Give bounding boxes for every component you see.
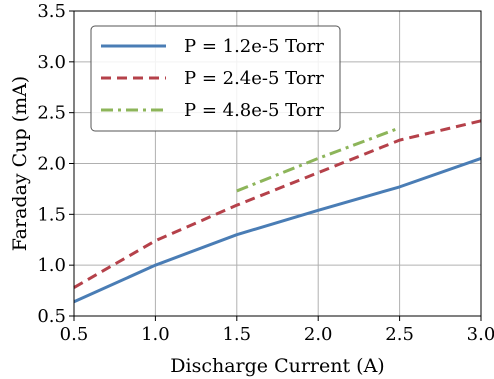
y-tick-label: 0.5: [37, 306, 66, 327]
x-tick-label: 3.0: [467, 324, 494, 345]
y-tick-label: 1.5: [37, 204, 66, 225]
y-axis-label: Faraday Cup (mA): [9, 76, 31, 251]
y-tick-label: 3.5: [37, 1, 66, 22]
y-tick-label: 3.0: [37, 52, 66, 73]
x-tick-label: 0.5: [60, 324, 89, 345]
legend-label: P = 2.4e-5 Torr: [184, 68, 324, 89]
series-line: [236, 126, 401, 193]
x-tick-label: 1.5: [222, 324, 251, 345]
y-tick-label: 2.5: [37, 103, 66, 124]
series-line: [73, 157, 482, 304]
series-line: [73, 119, 482, 289]
x-tick-label: 2.0: [304, 324, 333, 345]
legend-label: P = 4.8e-5 Torr: [184, 100, 324, 121]
series-lines: [73, 119, 482, 304]
x-tick-label: 1.0: [141, 324, 170, 345]
y-tick-label: 1.0: [37, 255, 66, 276]
y-axis-ticks: 0.5 1.0 1.5 2.0 2.5 3.0 3.5: [37, 1, 74, 327]
legend: P = 1.2e-5 Torr P = 2.4e-5 Torr P = 4.8e-5…: [90, 25, 341, 132]
legend-box: [90, 25, 341, 132]
x-axis-label: Discharge Current (A): [170, 355, 384, 377]
legend-label: P = 1.2e-5 Torr: [184, 36, 324, 57]
x-axis-ticks: 0.5 1.0 1.5 2.0 2.5 3.0: [60, 316, 494, 345]
y-tick-label: 2.0: [37, 154, 66, 175]
x-tick-label: 2.5: [385, 324, 414, 345]
